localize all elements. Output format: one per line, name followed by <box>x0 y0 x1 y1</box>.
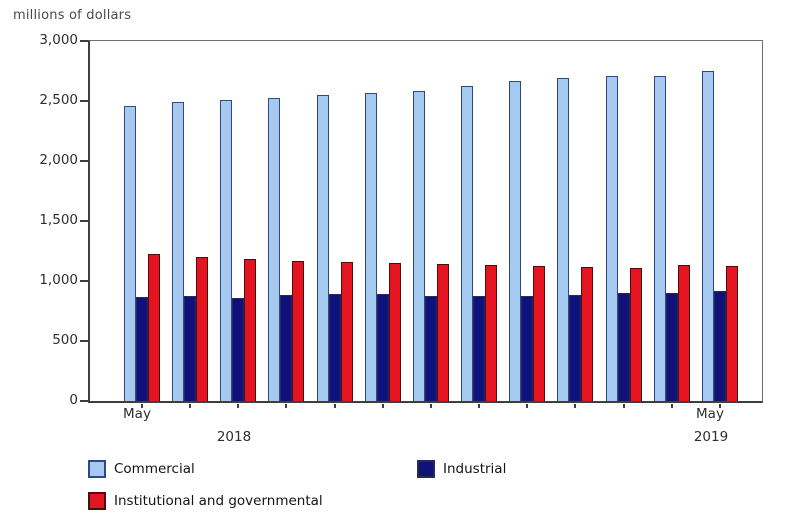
industrial-bar <box>328 294 341 401</box>
industrial-bar <box>473 296 486 401</box>
x-tick-mark <box>381 404 384 408</box>
commercial-bar <box>220 99 233 401</box>
y-tick-label: 2,000 <box>39 152 78 168</box>
bar-group-jun-2018 <box>172 41 209 408</box>
y-tick-mark <box>80 160 88 162</box>
industrial-bar <box>280 295 293 401</box>
y-axis-title: millions of dollars <box>13 8 132 23</box>
x-tick-mark <box>670 404 673 408</box>
x-tick-mark <box>141 404 143 408</box>
plot-area <box>80 40 763 408</box>
institutional-and-governmental-bar <box>244 259 257 401</box>
institutional-and-governmental-bar <box>533 266 546 401</box>
industrial-swatch-icon <box>417 460 435 478</box>
institutional-swatch-icon <box>88 492 106 510</box>
x-tick-mark <box>574 404 577 408</box>
bar-group-apr-2019 <box>653 41 690 408</box>
commercial-bar <box>653 75 666 401</box>
y-tick-label: 2,500 <box>39 92 78 108</box>
bar-group-nov-2018 <box>412 41 449 408</box>
industrial-bar <box>665 293 678 401</box>
commercial-bar <box>124 105 136 401</box>
commercial-bar <box>605 76 618 401</box>
y-tick-mark <box>80 220 88 222</box>
legend-label-industrial: Industrial <box>443 461 507 477</box>
x-tick-mark <box>478 404 481 408</box>
legend-label-commercial: Commercial <box>114 461 195 477</box>
bar-group-sep-2018 <box>316 41 353 408</box>
y-tick-mark <box>80 40 88 42</box>
y-tick-label: 500 <box>52 332 78 348</box>
industrial-bar <box>376 294 389 401</box>
x-tick-mark <box>622 404 625 408</box>
commercial-bar <box>172 101 185 401</box>
x-tick-mark <box>526 404 529 408</box>
x-tick-label-right-year: 2019 <box>693 429 729 445</box>
x-tick-label-left-month: May <box>123 406 151 422</box>
legend-item-commercial: Commercial <box>88 460 195 478</box>
bar-group-jul-2018 <box>220 41 257 408</box>
commercial-bar <box>557 77 570 401</box>
bar-group-may-2019 <box>701 41 738 408</box>
commercial-bar <box>461 85 474 401</box>
bar-group-oct-2018 <box>364 41 401 408</box>
industrial-bar <box>521 296 534 401</box>
legend-item-industrial: Industrial <box>417 460 506 478</box>
industrial-bar <box>713 290 726 401</box>
x-tick-mark <box>237 404 240 408</box>
x-tick-mark <box>333 404 336 408</box>
bar-group-mar-2019 <box>605 41 642 408</box>
y-tick-label: 1,500 <box>39 212 78 228</box>
bar-group-may-2018 <box>124 41 160 408</box>
industrial-bar <box>424 295 437 401</box>
institutional-and-governmental-bar <box>725 266 738 401</box>
commercial-bar <box>364 93 377 401</box>
institutional-and-governmental-bar <box>196 256 209 401</box>
commercial-bar <box>268 98 281 401</box>
bar-group-dec-2018 <box>461 41 498 408</box>
institutional-and-governmental-bar <box>436 264 449 401</box>
y-tick-label: 3,000 <box>39 32 78 48</box>
industrial-bar <box>569 295 582 401</box>
commercial-bar <box>412 91 425 401</box>
bar-group-jan-2019 <box>509 41 546 408</box>
institutional-and-governmental-bar <box>581 266 594 401</box>
x-tick-mark <box>189 404 192 408</box>
institutional-and-governmental-bar <box>677 265 690 401</box>
x-tick-mark <box>718 404 721 408</box>
institutional-and-governmental-bar <box>292 261 305 401</box>
commercial-bar <box>509 81 522 401</box>
institutional-and-governmental-bar <box>148 254 160 401</box>
commercial-bar <box>701 71 714 401</box>
institutional-and-governmental-bar <box>485 265 498 401</box>
industrial-bar <box>184 296 197 401</box>
bar-groups <box>90 41 762 408</box>
y-tick-mark <box>80 280 88 282</box>
legend-label-institutional: Institutional and governmental <box>114 493 323 509</box>
legend-item-institutional: Institutional and governmental <box>88 492 323 510</box>
bar-group-feb-2019 <box>557 41 594 408</box>
x-tick-label-right-month: May <box>696 406 724 422</box>
industrial-bar <box>136 297 148 401</box>
y-tick-mark <box>80 400 88 402</box>
commercial-bar <box>316 95 329 401</box>
industrial-bar <box>232 297 245 401</box>
y-tick-label: 0 <box>69 392 78 408</box>
institutional-and-governmental-bar <box>629 267 642 401</box>
commercial-swatch-icon <box>88 460 106 478</box>
institutional-and-governmental-bar <box>388 263 401 401</box>
bar-group-aug-2018 <box>268 41 305 408</box>
y-tick-label: 1,000 <box>39 272 78 288</box>
y-tick-mark <box>80 100 88 102</box>
institutional-and-governmental-bar <box>340 262 353 401</box>
x-tick-mark <box>285 404 288 408</box>
x-tick-mark <box>429 404 432 408</box>
industrial-bar <box>617 292 630 401</box>
y-tick-mark <box>80 340 88 342</box>
x-tick-label-left-year: 2018 <box>216 429 252 445</box>
